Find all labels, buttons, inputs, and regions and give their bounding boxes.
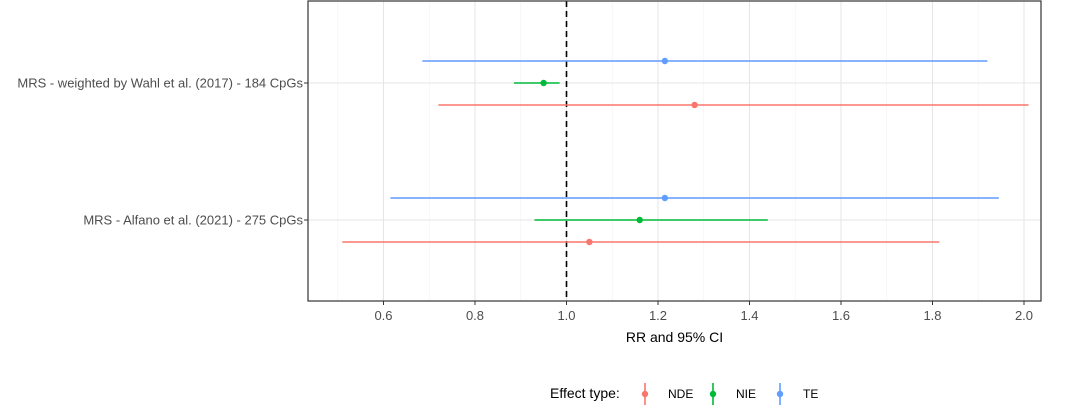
te-point-row-1 <box>661 57 669 65</box>
nie-point-row-1 <box>540 79 547 87</box>
legend-keys: NDE NIE TE <box>641 383 818 405</box>
x-tick-label: 0.6 <box>374 308 392 323</box>
nde-legend-label: NDE <box>668 387 693 401</box>
y-tick-label: MRS - Alfano et al. (2021) - 275 CpGs <box>83 213 303 228</box>
te-legend-label: TE <box>803 387 818 401</box>
x-axis-title: RR and 95% CI <box>626 329 723 345</box>
legend-title: Effect type: <box>550 385 620 401</box>
series-layer <box>342 57 1029 246</box>
grid-lines <box>308 1 1041 301</box>
nie-legend-key-point <box>709 390 717 398</box>
y-tick-label: MRS - weighted by Wahl et al. (2017) - 1… <box>17 76 303 91</box>
x-axis-ticks: 0.6 0.8 1.0 1.2 1.4 1.6 1.8 2.0 <box>374 301 1033 323</box>
nde-legend-key-point <box>641 390 649 398</box>
nie-legend-label: NIE <box>736 387 756 401</box>
x-tick-label: 1.6 <box>832 308 850 323</box>
nde-point-row-1 <box>691 101 698 109</box>
x-tick-label: 1.0 <box>557 308 575 323</box>
x-tick-label: 0.8 <box>466 308 484 323</box>
x-tick-label: 1.8 <box>923 308 941 323</box>
legend: Effect type: NDE NIE TE <box>550 383 818 405</box>
y-axis-ticks: MRS - weighted by Wahl et al. (2017) - 1… <box>17 76 308 228</box>
te-point-row-2 <box>661 194 669 202</box>
te-legend-key-point <box>776 390 784 398</box>
plot-panel-border <box>307 0 1042 302</box>
x-tick-label: 1.4 <box>740 308 758 323</box>
x-tick-label: 1.2 <box>649 308 667 323</box>
nde-point-row-2 <box>586 238 593 246</box>
x-tick-label: 2.0 <box>1015 308 1033 323</box>
nie-point-row-2 <box>636 216 643 224</box>
